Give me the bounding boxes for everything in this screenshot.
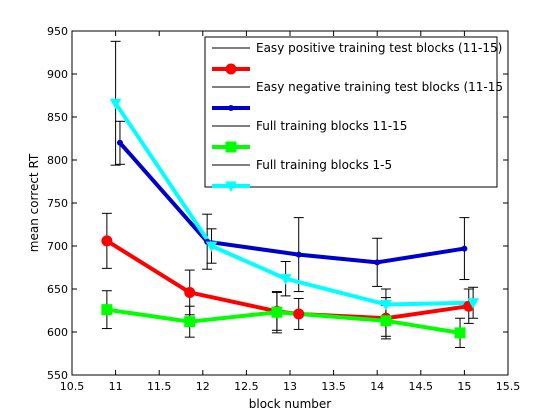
x-axis-ticks: 10.5 11 11.5 12 12.5 13 13.5 14 14.5 15 15.5 <box>60 31 521 393</box>
x-tick-label: 13.5 <box>321 380 346 393</box>
series-markers <box>101 98 479 339</box>
x-axis-label: block number <box>249 397 332 411</box>
x-tick-label: 12.5 <box>234 380 259 393</box>
x-tick-label: 14.5 <box>409 380 434 393</box>
legend-label: Full training blocks 11-15 <box>256 119 407 133</box>
x-tick-label: 15 <box>457 380 471 393</box>
legend-box <box>204 36 498 188</box>
y-tick-label: 550 <box>47 369 68 382</box>
data-point <box>279 274 292 285</box>
data-point <box>295 251 302 258</box>
legend: Easy positive training test blocks (11-1… <box>204 36 503 193</box>
x-tick-label: 13 <box>283 380 297 393</box>
data-point <box>461 245 468 252</box>
y-tick-label: 800 <box>47 154 68 167</box>
y-tick-label: 700 <box>47 240 68 253</box>
y-tick-label: 850 <box>47 111 68 124</box>
y-axis-label: mean correct RT <box>27 153 41 252</box>
x-tick-label: 15.5 <box>496 380 521 393</box>
x-tick-label: 12 <box>196 380 210 393</box>
x-tick-label: 10.5 <box>60 380 85 393</box>
data-point <box>184 286 196 298</box>
data-point <box>454 327 466 339</box>
data-point <box>380 299 392 311</box>
data-point <box>467 298 479 309</box>
x-tick-label: 14 <box>370 380 384 393</box>
data-point <box>184 316 196 328</box>
x-tick-label: 11 <box>109 380 123 393</box>
y-tick-label: 650 <box>47 283 68 296</box>
data-point <box>101 304 113 316</box>
legend-label: Easy negative training test blocks (11-1… <box>256 80 503 94</box>
legend-marker <box>225 63 237 75</box>
data-point <box>116 139 123 146</box>
legend-marker <box>225 181 237 193</box>
data-point <box>380 315 392 327</box>
legend-marker <box>225 141 237 153</box>
y-tick-label: 900 <box>47 68 68 81</box>
x-tick-label: 11.5 <box>147 380 172 393</box>
data-point <box>293 308 305 320</box>
y-axis-ticks: 550 600 650 700 750 800 850 900 950 <box>47 25 508 382</box>
data-point <box>109 98 122 110</box>
data-point <box>205 241 218 253</box>
data-point <box>374 259 381 266</box>
data-point <box>101 235 113 247</box>
y-tick-label: 750 <box>47 197 68 210</box>
y-tick-label: 950 <box>47 25 68 38</box>
legend-label: Easy positive training test blocks (11-1… <box>256 41 502 55</box>
legend-label: Full training blocks 1-5 <box>256 158 392 172</box>
legend-marker <box>228 105 234 111</box>
data-point <box>271 306 283 318</box>
y-tick-label: 600 <box>47 326 68 339</box>
